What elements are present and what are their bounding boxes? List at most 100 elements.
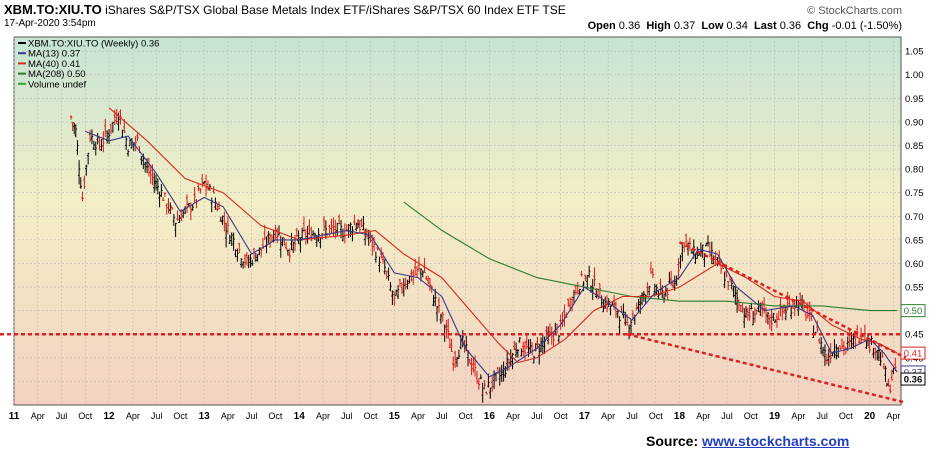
- legend-label: MA(13) 0.37: [28, 49, 80, 60]
- price-bar: [109, 123, 113, 135]
- price-bar: [98, 137, 101, 151]
- x-tick-label: Apr: [316, 411, 330, 421]
- price-bar: [614, 301, 618, 319]
- price-bar: [779, 297, 782, 317]
- value-label: 0.50: [900, 304, 926, 318]
- price-bar: [317, 228, 320, 242]
- open-value: 0.36: [618, 20, 641, 32]
- price-bar: [402, 278, 405, 297]
- price-bar: [230, 232, 233, 246]
- price-bar: [83, 175, 86, 189]
- price-bar: [394, 289, 398, 296]
- price-bar: [292, 241, 295, 253]
- price-bar: [286, 249, 290, 256]
- price-bar: [245, 252, 249, 265]
- price-bar: [818, 338, 821, 344]
- trend-line: [678, 241, 907, 359]
- price-bar: [580, 270, 583, 277]
- price-bar: [378, 256, 381, 273]
- price-bar: [477, 378, 481, 390]
- price-bar: [284, 241, 288, 250]
- price-bar: [223, 211, 226, 232]
- price-bar: [887, 378, 890, 387]
- chg-label: Chg: [807, 20, 829, 32]
- price-bar: [391, 290, 394, 305]
- price-bar: [453, 350, 457, 368]
- price-bar: [884, 365, 887, 382]
- price-bar: [334, 219, 337, 239]
- price-bar: [435, 305, 439, 322]
- price-bar: [165, 203, 168, 215]
- price-bar: [739, 305, 742, 312]
- price-bar: [322, 216, 326, 232]
- price-bar: [868, 338, 871, 353]
- price-bar: [191, 204, 194, 211]
- price-bar: [400, 282, 404, 294]
- price-bar: [500, 364, 503, 382]
- legend-entry: MA(40) 0.41: [18, 59, 80, 70]
- price-bar: [212, 186, 215, 194]
- x-tick-label: Jul: [626, 411, 638, 421]
- price-bar: [825, 353, 829, 365]
- price-bar: [439, 313, 443, 324]
- source-link[interactable]: www.stockcharts.com: [702, 433, 850, 449]
- x-tick-label: Apr: [221, 411, 235, 421]
- price-bar: [217, 201, 221, 210]
- legend-label: Volume undef: [28, 79, 86, 90]
- price-bar: [889, 384, 892, 394]
- price-bar: [688, 237, 692, 252]
- price-bar: [833, 339, 836, 359]
- price-bar: [686, 242, 690, 256]
- price-bar: [214, 197, 217, 210]
- price-bar: [520, 348, 523, 357]
- value-label: 0.36: [900, 372, 926, 386]
- y-tick-label: 0.90: [905, 117, 924, 128]
- y-tick-label: 0.95: [905, 94, 924, 105]
- price-bar: [441, 311, 444, 322]
- price-bar: [723, 271, 726, 289]
- price-bar: [522, 341, 525, 357]
- price-bar: [381, 251, 385, 264]
- price-bar: [321, 233, 324, 240]
- price-bar: [618, 316, 621, 335]
- price-bar: [770, 308, 773, 332]
- price-bar: [741, 303, 744, 313]
- price-bar: [283, 237, 286, 246]
- price-bar: [821, 346, 825, 357]
- last-value: 0.36: [779, 20, 802, 32]
- price-bar: [838, 345, 842, 350]
- price-bar: [393, 291, 396, 306]
- price-bar: [655, 284, 658, 296]
- price-bar: [412, 269, 415, 285]
- price-bar: [840, 338, 844, 350]
- x-tick-label: 18: [674, 411, 686, 422]
- x-tick-label: 20: [864, 411, 876, 422]
- price-bar: [640, 292, 644, 306]
- price-bar: [389, 282, 392, 292]
- price-bar: [647, 285, 651, 296]
- price-bar: [406, 279, 409, 290]
- price-bar: [536, 336, 539, 349]
- price-bar: [362, 215, 365, 231]
- value-label-text: 0.50: [904, 306, 923, 317]
- price-bar: [387, 267, 390, 281]
- price-bar: [324, 220, 328, 239]
- price-bar: [694, 253, 697, 264]
- price-bar: [504, 366, 507, 378]
- price-bar: [170, 206, 174, 210]
- price-bar: [525, 332, 528, 350]
- ma208-line: [403, 201, 898, 312]
- price-bar: [557, 335, 561, 343]
- value-label-box: [900, 346, 926, 360]
- price-bar: [514, 342, 518, 358]
- x-tick-label: Apr: [791, 411, 805, 421]
- x-tick-label: 13: [199, 411, 211, 422]
- x-tick-label: 19: [769, 411, 781, 422]
- price-bar: [396, 285, 400, 300]
- price-bar: [816, 320, 819, 333]
- price-bar: [452, 356, 455, 371]
- price-bar: [154, 174, 158, 191]
- price-bar: [637, 298, 640, 312]
- price-bar: [518, 337, 521, 343]
- price-bar: [635, 302, 638, 311]
